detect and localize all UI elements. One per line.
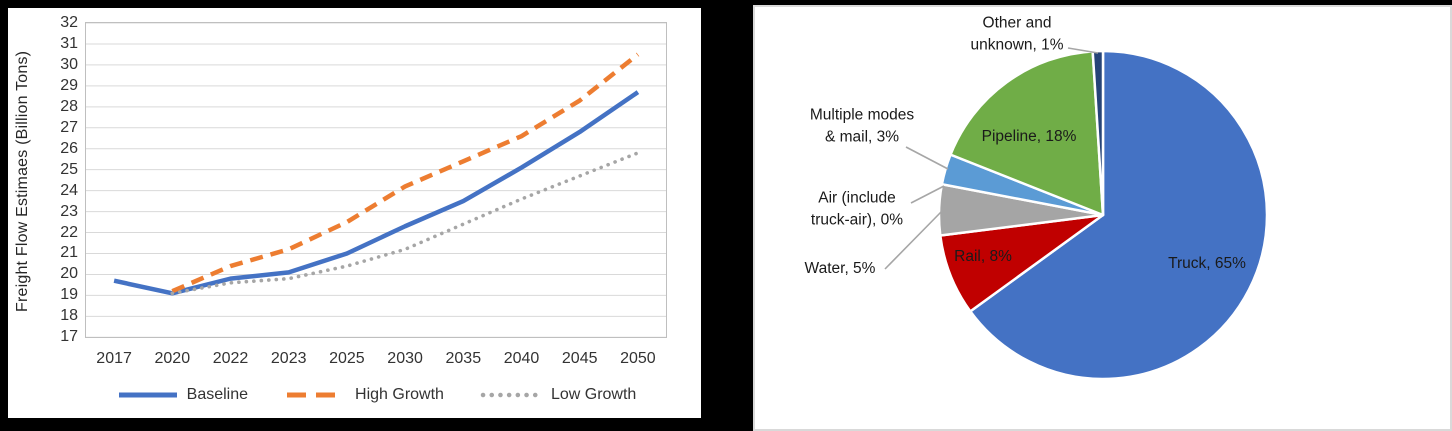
line-plot-area bbox=[85, 22, 667, 338]
x-tick-label: 2017 bbox=[96, 350, 132, 367]
y-tick-label: 25 bbox=[60, 160, 78, 178]
legend-item-baseline: Baseline bbox=[116, 386, 248, 404]
pie-label-line: Truck, 65% bbox=[1168, 254, 1246, 272]
pie-label-line: Water, 5% bbox=[804, 259, 876, 277]
y-tick-label: 28 bbox=[60, 97, 78, 115]
leader-line-air-include-truck-air bbox=[910, 185, 945, 204]
x-tick-label: 2045 bbox=[561, 350, 598, 367]
x-tick-label: 2023 bbox=[270, 350, 307, 367]
pie-label-line: Other and bbox=[982, 14, 1052, 32]
legend-marker-dotted bbox=[480, 392, 544, 398]
pie-label-line: Pipeline, 18% bbox=[981, 127, 1077, 145]
legend-item-high-growth: High Growth bbox=[284, 386, 444, 404]
pie-slice-truck bbox=[969, 49, 1269, 381]
series-line-baseline bbox=[113, 90, 640, 296]
y-tick-label: 30 bbox=[60, 55, 78, 73]
y-tick-label: 26 bbox=[60, 139, 78, 157]
pie-label-truck: Truck, 65% bbox=[1168, 253, 1246, 275]
legend-label: Low Growth bbox=[550, 386, 637, 403]
pie-label-line: Air (include bbox=[818, 189, 896, 207]
plot-border bbox=[85, 22, 667, 338]
leader-line-other-and-unknown bbox=[1067, 47, 1099, 54]
pie-chart-card: Truck, 65% Rail, 8% Water, 5% Air (include t… bbox=[753, 5, 1452, 431]
y-tick-label: 31 bbox=[60, 34, 78, 52]
chart-legend: Baseline High Growth Low Growth bbox=[85, 386, 667, 404]
y-tick-label: 17 bbox=[60, 328, 78, 346]
x-tick-label: 2025 bbox=[329, 350, 365, 367]
y-tick-label: 24 bbox=[60, 181, 78, 199]
y-tick-label: 32 bbox=[60, 14, 78, 31]
y-tick-label: 22 bbox=[60, 223, 78, 241]
leader-line-water bbox=[884, 210, 943, 270]
pie-label-pipeline: Pipeline, 18% bbox=[982, 126, 1077, 148]
pie-label-other-and-unknown: Other and unknown, 1% bbox=[970, 13, 1063, 58]
pie-label-multiple-modes-mail: Multiple modes & mail, 3% bbox=[810, 105, 914, 150]
pie-plot-area bbox=[884, 47, 1269, 381]
x-tick-label: 2050 bbox=[620, 350, 656, 367]
legend-label: High Growth bbox=[355, 386, 444, 403]
x-tick-label: 2020 bbox=[154, 350, 191, 367]
y-tick-label: 19 bbox=[60, 286, 78, 304]
series-line-low-growth bbox=[170, 151, 640, 296]
pie-label-line: Rail, 8% bbox=[954, 247, 1012, 265]
x-tick-label: 2022 bbox=[212, 350, 249, 367]
x-tick-label: 2035 bbox=[445, 350, 482, 367]
pie-label-air-include-truck-air: Air (include truck-air), 0% bbox=[811, 188, 903, 233]
pie-label-line: unknown, 1% bbox=[970, 37, 1064, 54]
pie-label-rail: Rail, 8% bbox=[954, 246, 1012, 268]
y-axis-title: Freight Flow Estimaes (Billion Tons) bbox=[14, 50, 31, 312]
pie-label-water: Water, 5% bbox=[805, 258, 876, 280]
y-tick-label: 29 bbox=[60, 76, 78, 94]
leader-line-multiple-modes-mail bbox=[905, 146, 949, 170]
y-tick-label: 23 bbox=[60, 202, 78, 220]
legend-marker-solid bbox=[118, 392, 177, 398]
series-line-high-growth bbox=[171, 52, 640, 294]
pie-label-line: & mail, 3% bbox=[824, 129, 900, 146]
line-chart-card: Freight Flow Estimaes (Billion Tons) 32 3… bbox=[8, 8, 701, 418]
y-tick-label: 20 bbox=[60, 265, 78, 283]
pie-label-line: Multiple modes bbox=[809, 106, 915, 124]
x-tick-label: 2040 bbox=[503, 350, 540, 367]
y-tick-label: 21 bbox=[60, 244, 78, 262]
legend-marker-dashed bbox=[287, 392, 346, 398]
pie-label-line: truck-air), 0% bbox=[810, 212, 904, 229]
y-tick-label: 27 bbox=[60, 118, 78, 136]
legend-item-low-growth: Low Growth bbox=[480, 386, 636, 404]
x-tick-label: 2030 bbox=[387, 350, 423, 367]
legend-label: Baseline bbox=[186, 386, 249, 403]
y-tick-label: 18 bbox=[60, 307, 78, 325]
pie-slice-pipeline bbox=[949, 50, 1105, 217]
